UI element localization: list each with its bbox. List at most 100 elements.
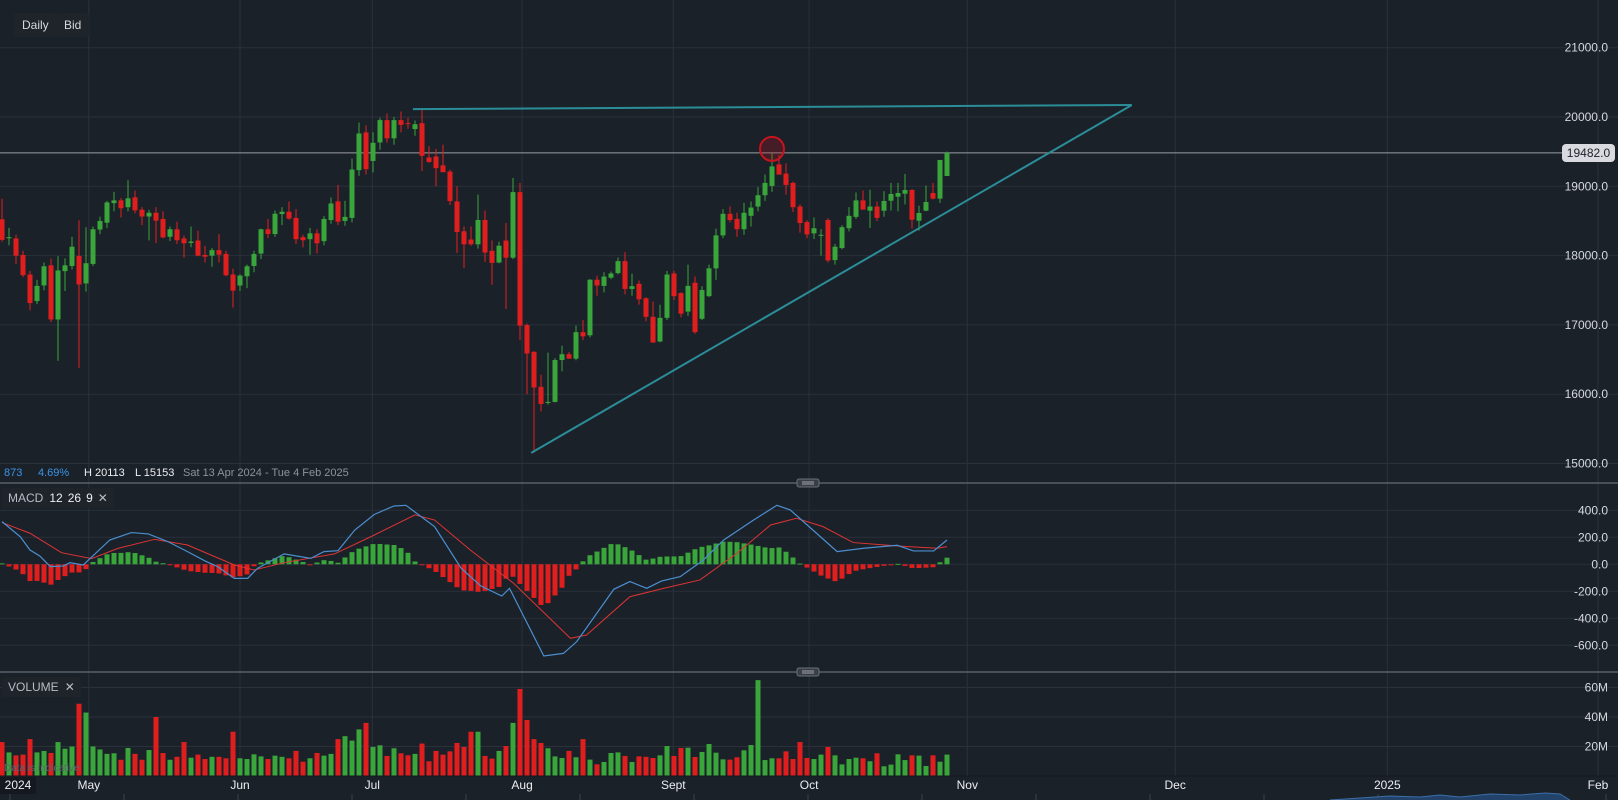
volume-bar [174,756,180,776]
volume-bar [727,759,733,776]
candle-down [223,253,229,276]
macd-legend[interactable]: MACD 12 26 9 ✕ [2,488,114,508]
price-type-button[interactable]: Bid [56,13,90,37]
candle-up [258,229,264,254]
candle-down [622,261,628,289]
volume-bar [741,750,747,776]
macd-histogram-bar [643,559,649,565]
candle-up [321,218,327,242]
volume-bar [720,759,726,776]
volume-bar [6,752,12,776]
volume-bar [146,750,152,776]
drawings[interactable] [412,104,1133,454]
volume-label: VOLUME [8,680,59,694]
volume-bar [811,759,817,776]
x-tick-label-year: 2024 [0,777,36,794]
macd-histogram-bar [412,561,418,565]
candle-down [230,274,236,291]
macd-histogram-bar [335,562,341,565]
volume-bar [860,758,866,776]
interval-button[interactable]: Daily [14,13,57,37]
pane-separators[interactable] [0,478,1618,777]
macd-histogram-bar [832,564,838,582]
close-icon[interactable]: ✕ [64,680,75,694]
volume-bar [594,764,600,776]
volume-bar [76,703,82,776]
volume-bar [776,758,782,776]
close-icon[interactable]: ✕ [97,491,108,505]
candle-down [538,386,544,404]
candle-up [412,124,418,130]
volume-bar [216,756,222,776]
macd-histogram-bar [545,564,551,604]
x-tick-label: Sept [661,778,686,792]
volume-bar [867,761,873,776]
price-axis-label: 20000.0 [1565,110,1609,124]
candle-down [860,200,866,210]
volume-bar [713,752,719,776]
volume-bar [342,736,348,776]
macd-histogram-bar [398,548,404,565]
macd-histogram-bar [741,543,747,565]
candle-down [594,279,600,286]
candle-down [797,206,803,224]
resize-handle[interactable] [796,667,820,677]
volume-bar [664,746,670,776]
candle-up [615,261,621,274]
volume-bar [503,746,509,776]
candle-down [734,218,740,230]
candle-down [118,200,124,209]
candle-up [552,360,558,402]
macd-histogram-bar [573,564,579,570]
candle-up [370,142,376,161]
candle-down [482,219,488,253]
volume-bar [0,742,5,776]
volume-bar [489,758,495,776]
macd-histogram-bar [20,564,26,575]
macd-histogram-bar [475,564,481,592]
macd-histogram-bar [818,564,824,576]
macd-histogram-bar [433,564,439,572]
volume-bar [391,748,397,776]
candle-up [664,274,670,318]
volume-bar [622,755,628,776]
macd-histogram-bar [517,564,523,584]
macd-histogram-bar [216,564,222,574]
x-tick-label: Oct [800,778,819,792]
macd-histogram-bar [230,564,236,578]
macd-histogram-bar [391,544,397,565]
resize-handle[interactable] [796,478,820,488]
volume-bar [552,756,558,776]
volume-bar [244,759,250,776]
candle-up [853,200,859,217]
change-value: 873 [4,467,23,479]
macd-histogram-bar [454,564,460,588]
volume-axis-label: 20M [1585,740,1608,754]
volume-bar [636,756,642,776]
signal-line [1,514,948,639]
macd-axis-label: -600.0 [1574,638,1608,652]
macd-histogram-bar [727,541,733,565]
candle-up [167,229,173,237]
candle-up [601,276,607,286]
price-axis-label: 21000.0 [1565,41,1609,55]
volume-bar [55,742,61,776]
volume-bar [20,754,26,776]
candle-down [0,219,5,240]
macd-histogram-bar [76,564,82,573]
macd-histogram-bar [251,564,257,567]
volume-axis-label: 40M [1585,710,1608,724]
candle-down [461,231,467,245]
candle-down [804,221,810,235]
macd-histogram-bar [846,564,852,575]
macd-histogram-bar [83,564,89,570]
volume-legend[interactable]: VOLUME ✕ [2,677,81,697]
volume-bar [321,755,327,776]
volume-bar [398,753,404,776]
candle-up [475,219,481,245]
volume-bar [363,722,369,776]
x-tick-label: Jul [365,778,380,792]
candle-down [503,240,509,258]
